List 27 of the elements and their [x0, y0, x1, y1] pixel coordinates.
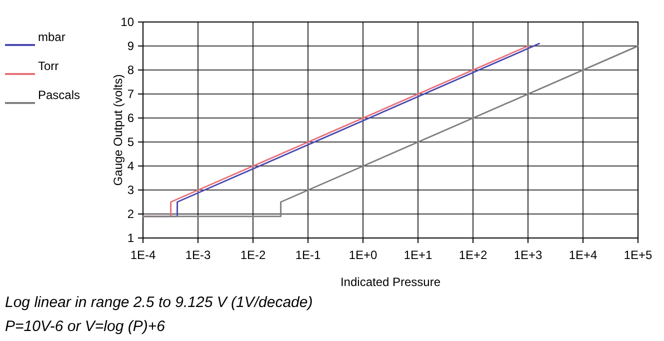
y-tick-label: 3: [127, 183, 134, 197]
y-tick-label: 8: [127, 63, 134, 77]
x-tick-label: 1E+3: [514, 248, 543, 262]
x-tick-label: 1E+5: [624, 248, 653, 262]
text: Log linear in range 2.5 to 9.125 V (1V/decade): [5, 294, 313, 311]
y-tick-label: 6: [127, 111, 134, 125]
y-tick-label: 1: [127, 231, 134, 245]
x-tick-label: 1E+2: [458, 248, 488, 262]
x-tick-label: 1E-4: [130, 248, 156, 262]
y-tick-label: 10: [120, 15, 134, 29]
x-tick-label: 1E+0: [348, 248, 378, 262]
x-tick-label: 1E+4: [568, 248, 598, 262]
y-tick-label: 9: [127, 39, 134, 53]
x-tick-label: 1E-2: [240, 248, 266, 262]
legend-label: mbar: [38, 30, 66, 44]
legend-label: Torr: [38, 59, 59, 73]
x-tick-label: 1E-1: [295, 248, 321, 262]
y-tick-label: 4: [127, 159, 134, 173]
legend-label: Pascals: [38, 88, 80, 102]
y-tick-label: 7: [127, 87, 134, 101]
y-tick-label: 5: [127, 135, 134, 149]
x-tick-label: 1E+1: [404, 248, 433, 262]
x-axis-title: Indicated Pressure: [340, 275, 441, 289]
x-tick-label: 1E-3: [185, 248, 211, 262]
text: P=10V-6 or V=log (P)+6: [5, 318, 166, 335]
y-tick-label: 2: [127, 207, 134, 221]
y-axis-title: Gauge Output (volts): [111, 74, 125, 186]
